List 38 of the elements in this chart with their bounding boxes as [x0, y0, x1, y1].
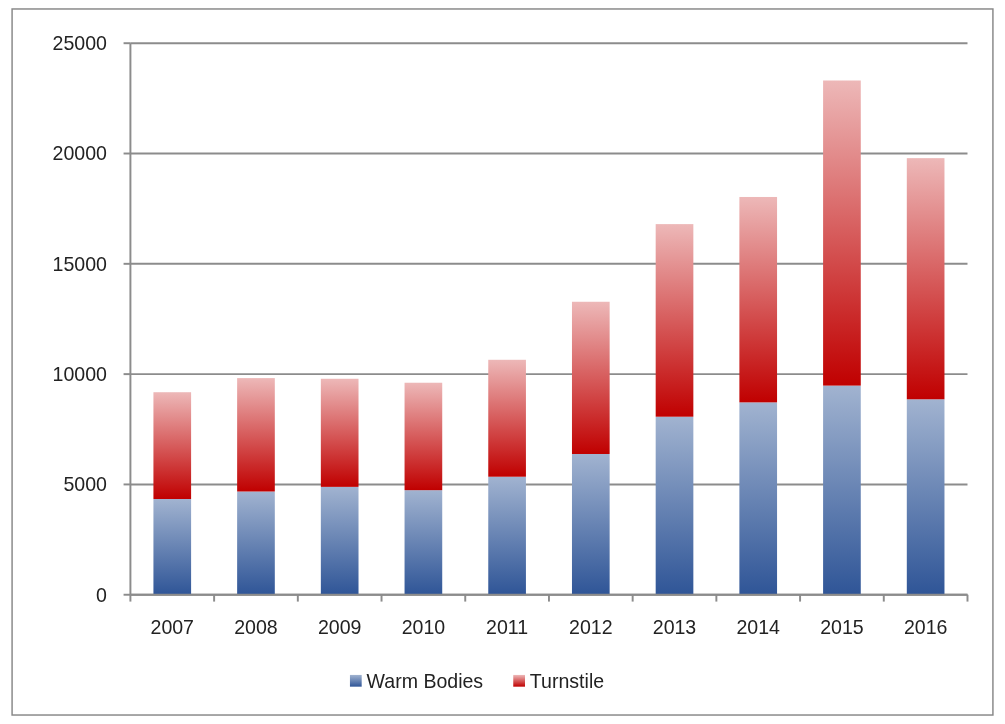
bar [823, 385, 861, 595]
x-tick-label: 2012 [569, 615, 613, 638]
y-tick-label: 15000 [52, 252, 108, 275]
bar [488, 359, 526, 477]
bar [823, 80, 861, 386]
y-tick-label: 25000 [52, 32, 108, 55]
bar [237, 491, 275, 595]
bar [906, 158, 945, 400]
legend-label: Turnstile [529, 669, 605, 692]
x-tick-label: 2013 [652, 615, 697, 638]
bar [655, 416, 694, 595]
bar [571, 301, 610, 454]
x-tick-label: 2015 [820, 615, 864, 638]
bar [237, 378, 275, 492]
y-tick-label: 5000 [63, 473, 108, 496]
bar [739, 196, 778, 403]
x-tick-label: 2011 [486, 615, 529, 638]
bar [571, 453, 610, 595]
y-tick-label: 0 [96, 583, 108, 606]
bar [320, 378, 359, 487]
x-tick-label: 2008 [234, 615, 278, 638]
bar [655, 224, 694, 417]
x-tick-label: 2009 [317, 615, 362, 638]
bar [488, 476, 526, 595]
bar [153, 392, 192, 499]
bar [153, 498, 192, 595]
bar [739, 402, 778, 595]
bar [404, 490, 443, 595]
y-tick-label: 10000 [52, 362, 108, 385]
bar [906, 399, 945, 595]
bar [404, 382, 443, 491]
bar [320, 486, 359, 595]
y-tick-label: 20000 [52, 142, 108, 165]
x-tick-label: 2010 [401, 615, 446, 638]
legend-label: Warm Bodies [366, 669, 484, 692]
x-tick-label: 2014 [736, 615, 781, 638]
x-tick-label: 2016 [903, 615, 948, 638]
x-tick-label: 2007 [150, 615, 195, 638]
